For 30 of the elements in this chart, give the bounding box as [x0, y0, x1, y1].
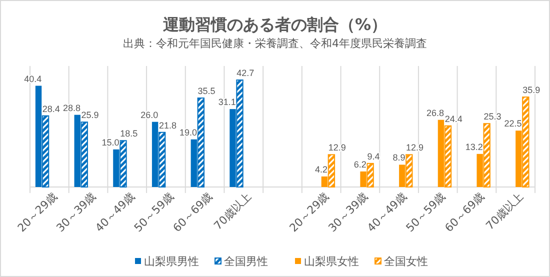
data-label: 35.5: [198, 86, 216, 96]
data-label: 12.9: [328, 142, 346, 153]
data-label: 15.0: [102, 137, 120, 148]
data-label: 28.8: [62, 102, 80, 113]
chart-title: 運動習慣のある者の割合（%）: [162, 15, 388, 34]
data-label: 4.2: [315, 164, 328, 174]
legend-label: 山梨県男性: [144, 255, 199, 268]
data-label: 9.4: [367, 151, 380, 162]
chart-subtitle: 出典：令和元年国民健康・栄養調査、令和4年度県民栄養調査: [123, 37, 427, 50]
data-label: 6.2: [354, 159, 366, 170]
data-label: 28.4: [42, 104, 60, 114]
data-label: 25.3: [484, 112, 502, 122]
data-label: 19.0: [179, 127, 198, 138]
legend-label: 全国男性: [224, 255, 268, 268]
data-label: 26.8: [426, 108, 444, 118]
data-label: 42.7: [236, 68, 254, 78]
data-label: 40.4: [24, 74, 42, 84]
data-label: 26.0: [140, 110, 158, 120]
data-label: 31.1: [218, 97, 236, 108]
data-label: 35.9: [522, 85, 540, 96]
data-label: 24.4: [444, 114, 462, 124]
legend-label: 山梨県女性: [304, 255, 359, 268]
data-label: 18.5: [120, 128, 138, 139]
data-label: 21.8: [158, 120, 176, 130]
data-label: 12.9: [406, 142, 424, 153]
data-label: 22.5: [504, 118, 522, 129]
legend-label: 全国女性: [384, 255, 428, 268]
data-label: 8.9: [392, 152, 406, 163]
data-label: 13.2: [465, 142, 483, 152]
data-label: 25.9: [81, 110, 99, 120]
